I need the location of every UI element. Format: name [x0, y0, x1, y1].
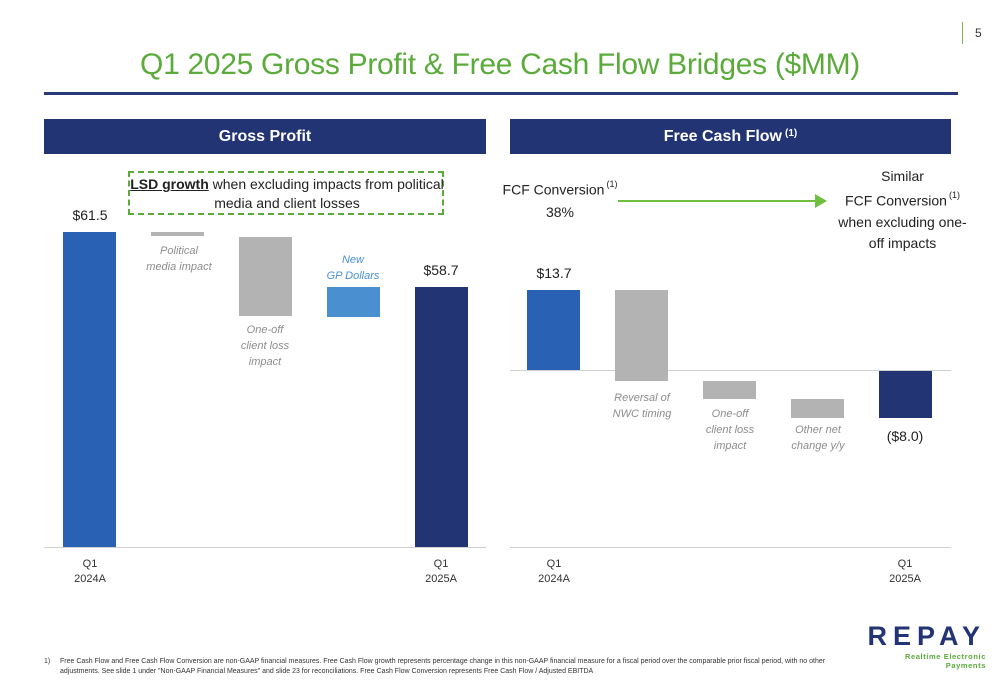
fcf-bar-q1-2024 — [527, 290, 580, 370]
fcf-comparison-arrow-head — [815, 194, 827, 208]
fcf-oneoff-line1: One-off — [711, 408, 749, 420]
fcf-bar-oneoff-client-loss — [703, 381, 756, 399]
fcf-bar-q1-2025 — [879, 371, 932, 418]
gp-political-line1: Political — [160, 245, 198, 257]
gp-category-start-line2: 2024A — [74, 573, 106, 585]
similar-footnote: (1) — [948, 190, 960, 200]
fcf-bottom-line — [510, 547, 951, 548]
gp-value-end: $58.7 — [423, 262, 459, 278]
repay-tagline: Realtime Electronic Payments — [904, 652, 986, 670]
lsd-growth-callout-text: LSD growth when excluding impacts from p… — [128, 175, 446, 213]
lsd-growth-callout-box — [128, 171, 444, 215]
similar-line2-wrap: FCF Conversion (1) — [830, 187, 975, 212]
fcf-bar-other-net-change — [791, 399, 844, 418]
gp-bar-oneoff-client-loss — [239, 237, 292, 316]
fcf-reversal-line1: Reversal of — [614, 392, 670, 404]
fcf-category-start-line1: Q1 — [546, 558, 562, 570]
gp-category-start-line1: Q1 — [82, 558, 98, 570]
fcf-oneoff-line3: impact — [713, 440, 747, 452]
fcf-other-line2: change y/y — [791, 440, 845, 452]
page-number: 5 — [962, 22, 992, 44]
gp-bar-new-gp-dollars — [327, 287, 380, 317]
gp-newgp-line2: GP Dollars — [326, 270, 380, 282]
gp-bar-q1-2025 — [415, 287, 468, 547]
gp-bar-political-media — [151, 232, 204, 236]
gp-category-end-line2: 2025A — [425, 573, 457, 585]
footnote: 1) Free Cash Flow and Free Cash Flow Con… — [44, 657, 864, 677]
fcf-comparison-arrow — [618, 200, 818, 202]
slide-title: Q1 2025 Gross Profit & Free Cash Flow Br… — [140, 48, 860, 81]
fcf-conversion-footnote: (1) — [606, 179, 618, 189]
gp-step-label-new-gp: New GP Dollars — [308, 252, 398, 284]
fcf-conversion-callout: FCF Conversion (1) 38% — [495, 175, 625, 223]
gross-profit-header: Gross Profit — [44, 119, 486, 154]
footnote-number: 1) — [44, 658, 51, 665]
fcf-bar-reversal-nwc — [615, 290, 668, 381]
gp-political-line2: media impact — [146, 261, 212, 273]
fcf-other-line1: Other net — [795, 424, 841, 436]
fcf-step-label-oneoff: One-off client loss impact — [684, 406, 776, 454]
similar-fcf-conversion-callout: Similar FCF Conversion (1) when excluding… — [830, 166, 975, 254]
fcf-value-end: ($8.0) — [886, 428, 924, 444]
lsd-growth-emphasis: LSD growth — [130, 176, 209, 192]
gp-value-start: $61.5 — [72, 207, 108, 223]
gp-category-end: Q1 2025A — [411, 557, 471, 587]
similar-line4: off impacts — [868, 234, 937, 251]
gross-profit-baseline — [44, 547, 486, 548]
fcf-conversion-heading: FCF Conversion (1) — [495, 175, 625, 201]
title-divider — [44, 92, 958, 95]
gp-bar-q1-2024 — [63, 232, 116, 547]
fcf-category-end: Q1 2025A — [875, 557, 935, 587]
gp-oneoff-line3: impact — [248, 356, 282, 368]
repay-wordmark: REPAY — [867, 621, 986, 651]
fcf-category-end-line1: Q1 — [897, 558, 913, 570]
gp-newgp-line1: New — [341, 254, 364, 266]
gp-step-label-oneoff: One-off client loss impact — [220, 322, 310, 370]
lsd-growth-rest: when excluding impacts from political me… — [208, 176, 444, 211]
fcf-step-label-other: Other net change y/y — [772, 422, 864, 454]
fcf-category-end-line2: 2025A — [889, 573, 921, 585]
footnote-text: Free Cash Flow and Free Cash Flow Conver… — [60, 658, 826, 675]
similar-line3: when excluding one- — [838, 213, 967, 230]
free-cash-flow-header: Free Cash Flow (1) — [510, 119, 951, 154]
free-cash-flow-header-footnote: (1) — [785, 128, 798, 139]
fcf-oneoff-line2: client loss — [705, 424, 755, 436]
gp-oneoff-line2: client loss — [240, 340, 290, 352]
free-cash-flow-header-label: Free Cash Flow — [663, 127, 782, 145]
similar-line2: FCF Conversion — [845, 192, 947, 209]
fcf-step-label-reversal: Reversal of NWC timing — [596, 390, 688, 422]
gp-step-label-political: Political media impact — [130, 243, 228, 275]
fcf-conversion-label: FCF Conversion — [502, 181, 605, 198]
fcf-zero-line — [510, 370, 951, 371]
gp-oneoff-line1: One-off — [246, 324, 284, 336]
similar-line1: Similar — [881, 168, 924, 184]
gp-category-start: Q1 2024A — [60, 557, 120, 587]
fcf-conversion-value: 38% — [545, 203, 575, 220]
fcf-category-start-line2: 2024A — [538, 573, 570, 585]
fcf-reversal-line2: NWC timing — [612, 408, 672, 420]
gross-profit-header-label: Gross Profit — [218, 127, 312, 145]
fcf-category-start: Q1 2024A — [524, 557, 584, 587]
repay-logo: REPAY Realtime Electronic Payments — [864, 622, 986, 670]
fcf-value-start: $13.7 — [536, 265, 572, 281]
gp-category-end-line1: Q1 — [433, 558, 449, 570]
